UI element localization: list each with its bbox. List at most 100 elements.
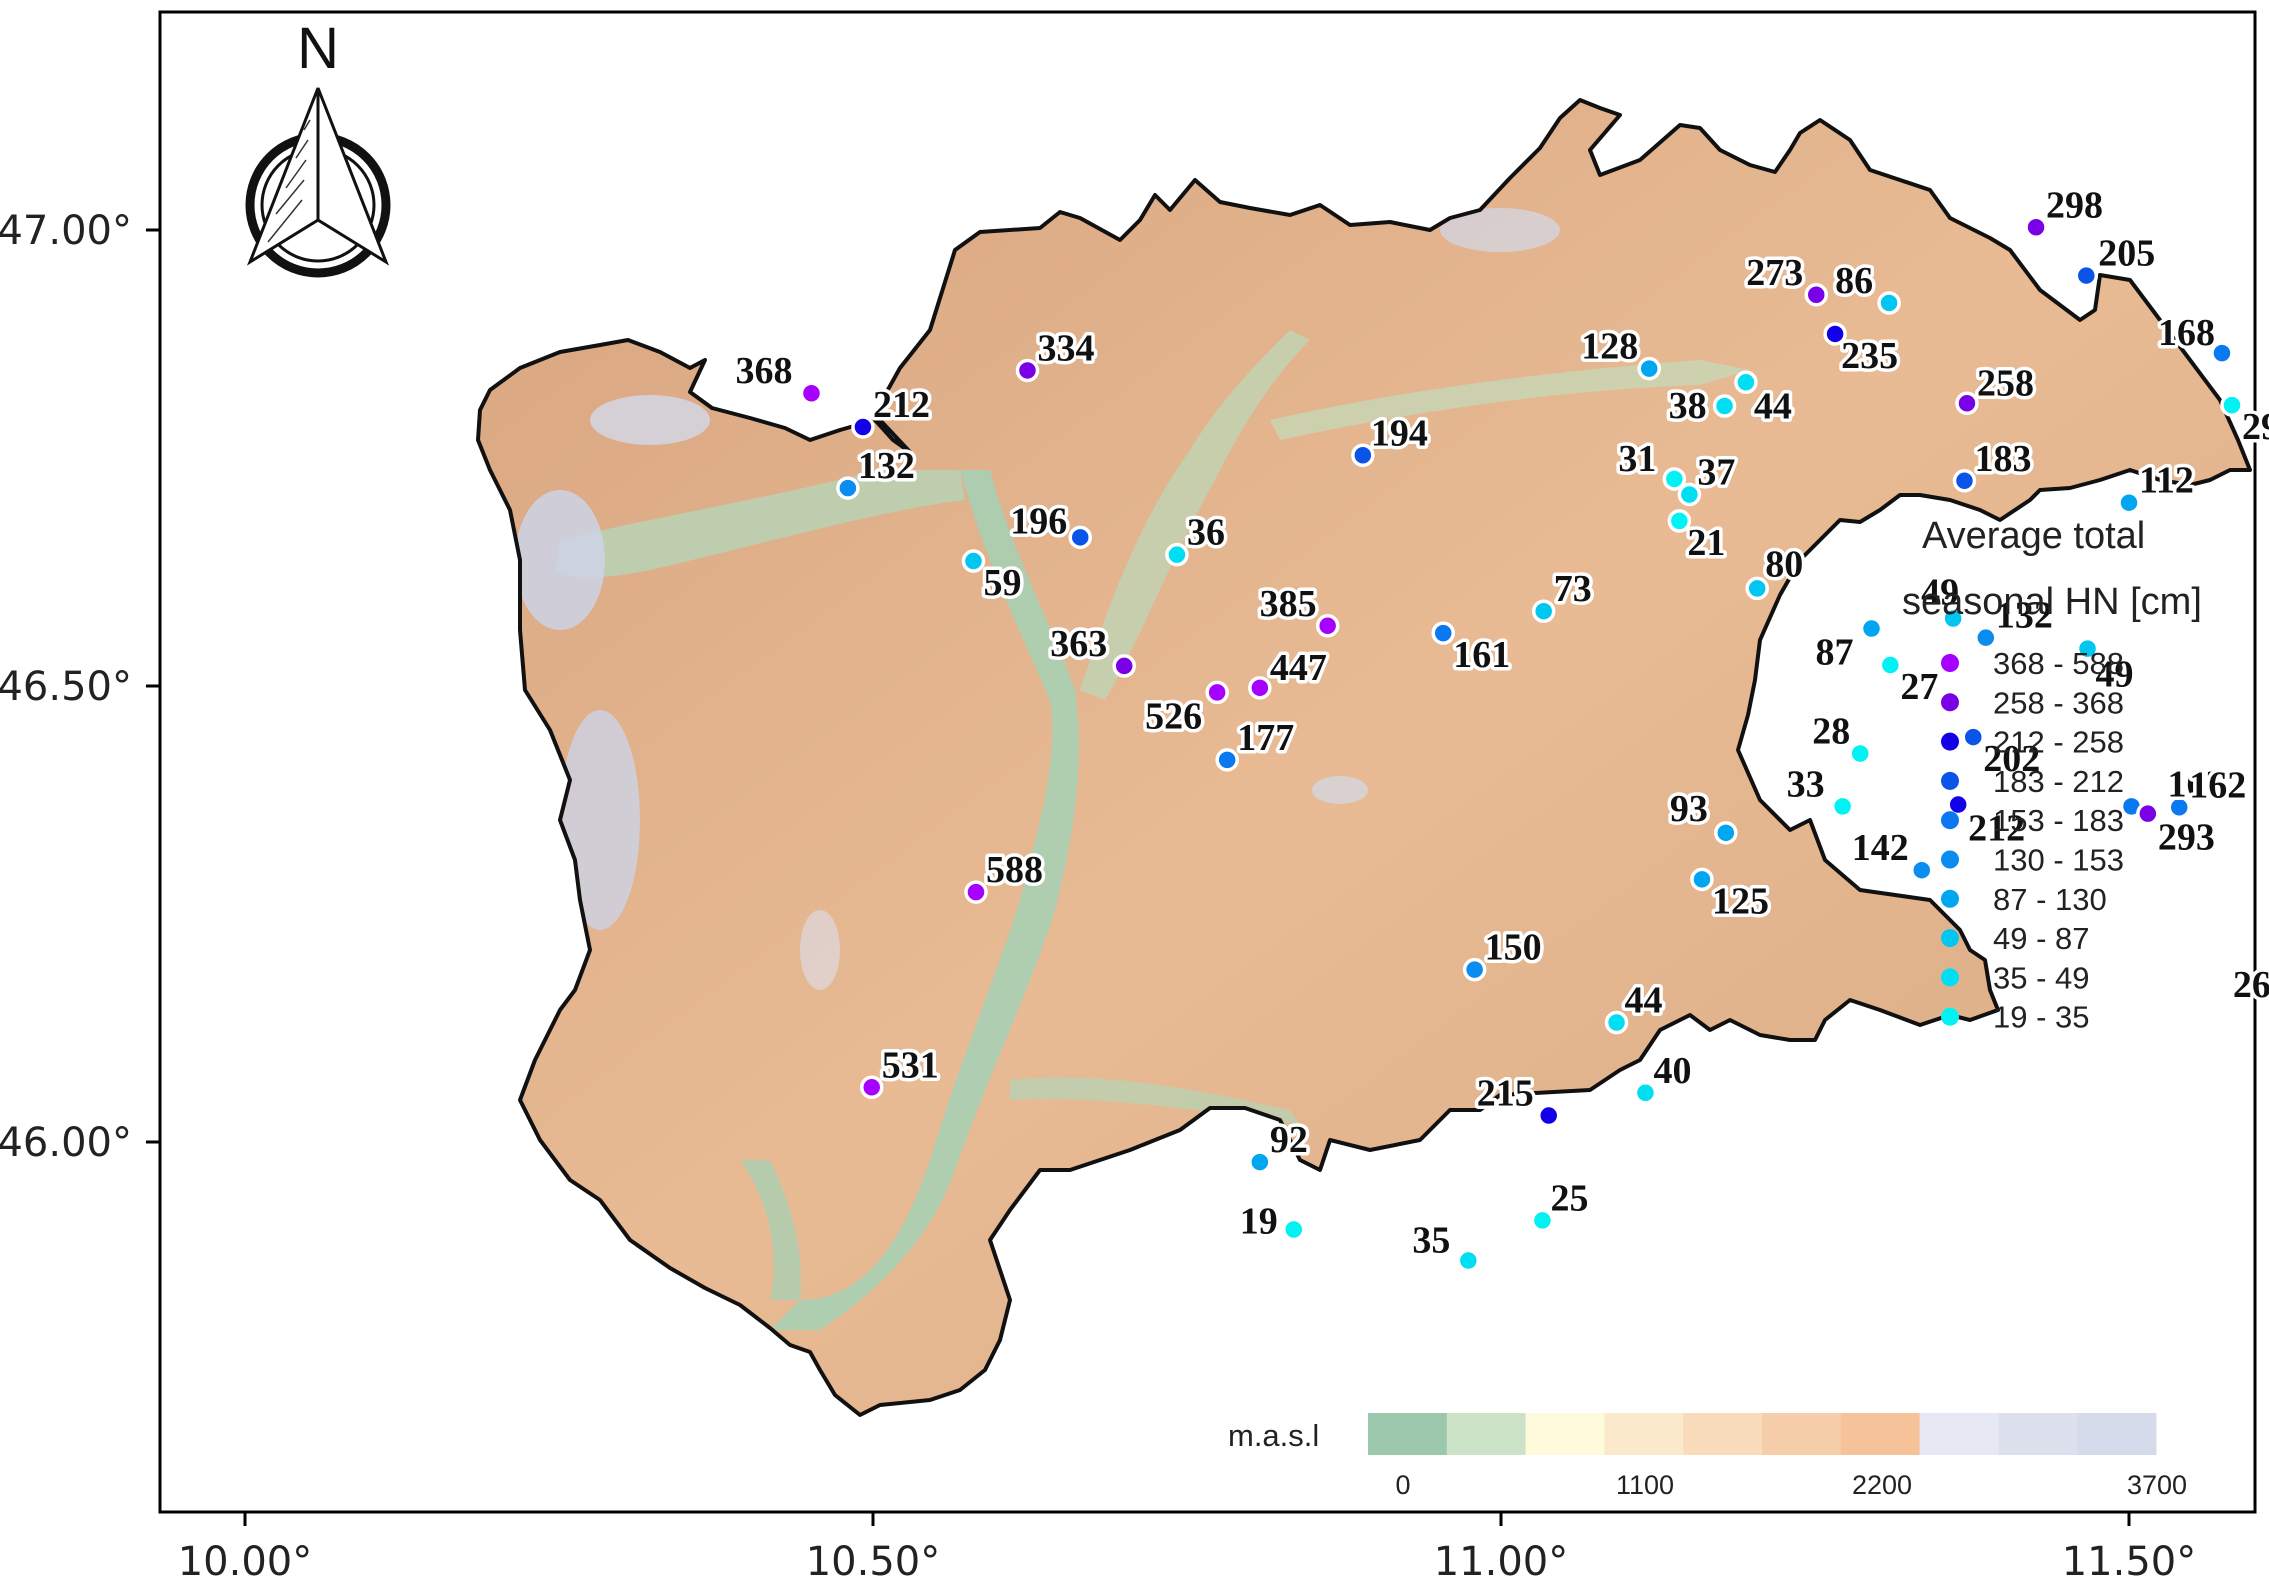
station-marker[interactable] — [1662, 467, 1687, 491]
station-marker[interactable] — [1961, 725, 1986, 749]
station-marker[interactable] — [1604, 1010, 1629, 1035]
station-marker[interactable] — [1877, 291, 1901, 315]
station-marker[interactable] — [1952, 469, 1977, 493]
station-marker[interactable] — [1804, 283, 1829, 307]
station-marker[interactable] — [2117, 490, 2141, 515]
station-label: 27 — [1900, 666, 1938, 708]
station-marker[interactable] — [961, 549, 986, 573]
station-marker[interactable] — [2167, 795, 2191, 820]
station-label: 19 — [1240, 1201, 1278, 1243]
station-marker[interactable] — [1910, 858, 1934, 882]
station-marker[interactable] — [1282, 1217, 1306, 1242]
station-label: 531 — [882, 1044, 939, 1086]
station-marker[interactable] — [1462, 957, 1487, 982]
legend-label: 258 - 368 — [1993, 685, 2124, 720]
station-label: 162 — [2168, 763, 2225, 805]
station-marker[interactable] — [799, 381, 824, 405]
stations-layer: 2984942052738682149141165235168122128443… — [732, 181, 2269, 1273]
station-label: 202 — [1983, 738, 2040, 780]
station-marker[interactable] — [1878, 653, 1903, 677]
region-border — [476, 98, 2252, 1417]
station-label: 588 — [986, 849, 1043, 891]
station-marker[interactable] — [1712, 394, 1737, 418]
station-marker[interactable] — [1215, 748, 1239, 772]
station-marker[interactable] — [1734, 370, 1758, 395]
legend-label: 368 - 588 — [1993, 646, 2124, 681]
station-marker[interactable] — [1690, 867, 1714, 892]
elevation-bin — [1998, 1413, 2078, 1455]
elevation-bin — [1368, 1413, 1448, 1455]
station-label: 132 — [858, 445, 915, 487]
legend-swatch — [1941, 811, 1959, 830]
station-marker[interactable] — [1667, 509, 1692, 533]
station-label: 142 — [1852, 827, 1909, 869]
station-marker[interactable] — [1830, 794, 1855, 819]
elevation-bin — [1840, 1413, 1921, 1455]
station-marker[interactable] — [1974, 625, 1998, 650]
station-marker[interactable] — [1351, 443, 1375, 468]
station-marker[interactable] — [1530, 1208, 1555, 1233]
station-label: 112 — [2139, 460, 2194, 502]
station-marker[interactable] — [1714, 821, 1738, 845]
elevation-tick-label: 3700 — [2127, 1470, 2187, 1500]
legend-label: 35 - 49 — [1993, 960, 2090, 995]
station-marker[interactable] — [1637, 356, 1661, 381]
elevation-bar — [1368, 1413, 2157, 1455]
terrain-features — [515, 208, 1750, 1330]
legend-label: 130 - 153 — [1993, 843, 2124, 878]
station-marker[interactable] — [1205, 680, 1229, 705]
north-arrow-hatch — [267, 119, 311, 243]
station-marker[interactable] — [1536, 1103, 1561, 1128]
station-marker[interactable] — [1531, 599, 1556, 623]
station-label: 25 — [1550, 1177, 1588, 1219]
station-marker[interactable] — [2210, 341, 2234, 365]
station-marker[interactable] — [1946, 792, 1970, 817]
station-marker[interactable] — [859, 1075, 884, 1100]
station-label: 293 — [2158, 817, 2215, 859]
station-marker[interactable] — [1677, 482, 1702, 507]
legend-swatch — [1941, 929, 1959, 948]
y-axis: 47.00° 46.50° 46.00° — [0, 208, 160, 1166]
station-label: 273 — [1746, 252, 1803, 294]
station-marker[interactable] — [1431, 621, 1455, 645]
station-marker[interactable] — [1745, 576, 1769, 601]
station-label: 29 — [2242, 406, 2269, 448]
station-marker[interactable] — [1248, 676, 1272, 700]
station-marker[interactable] — [1456, 1248, 1481, 1273]
station-marker[interactable] — [1112, 654, 1136, 678]
station-marker[interactable] — [1248, 1150, 1272, 1174]
station-label: 161 — [1453, 634, 1510, 676]
venosta-valley — [555, 470, 965, 578]
station-marker[interactable] — [2220, 393, 2244, 417]
station-marker[interactable] — [1823, 322, 1847, 346]
station-marker[interactable] — [1633, 1081, 1658, 1105]
station-label: 177 — [1237, 717, 1294, 759]
station-label: 526 — [1145, 695, 1202, 737]
elevation-scale: m.a.s.l 0 1100 2200 3700 — [1228, 1413, 2187, 1500]
station-marker[interactable] — [851, 415, 875, 439]
station-marker[interactable] — [836, 476, 860, 500]
station-marker[interactable] — [1068, 525, 1092, 550]
station-label: 37 — [1697, 451, 1735, 493]
station-marker[interactable] — [2074, 263, 2099, 288]
x-tick-label: 10.00° — [178, 1539, 313, 1585]
station-marker[interactable] — [2024, 215, 2048, 240]
station-marker[interactable] — [1955, 391, 1979, 416]
station-marker[interactable] — [1165, 542, 1189, 567]
station-label: 31 — [1618, 438, 1656, 480]
station-label: 59 — [983, 562, 1021, 604]
station-marker[interactable] — [2075, 636, 2100, 661]
station-marker[interactable] — [964, 880, 988, 904]
station-label: 183 — [1974, 438, 2031, 480]
station-label: 385 — [1260, 583, 1317, 625]
elevation-bin — [1604, 1413, 1684, 1455]
station-label: 150 — [1485, 927, 1542, 969]
station-marker[interactable] — [2136, 801, 2160, 826]
station-marker[interactable] — [1941, 606, 1965, 631]
station-label: 162 — [2189, 764, 2246, 806]
station-marker[interactable] — [1315, 614, 1340, 638]
station-marker[interactable] — [1859, 616, 1884, 641]
station-marker[interactable] — [1848, 741, 1872, 766]
north-arrow: N — [245, 16, 391, 278]
station-marker[interactable] — [1015, 358, 1040, 383]
